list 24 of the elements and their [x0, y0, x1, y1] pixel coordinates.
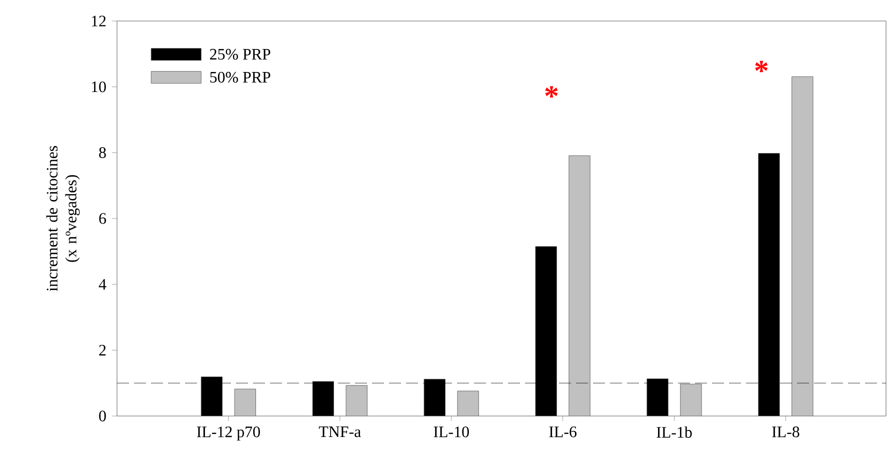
x-tick-label: TNF-a [318, 426, 361, 438]
bar [346, 385, 368, 416]
y-tick-label: 0 [99, 410, 106, 422]
x-tick-label: IL-6 [549, 426, 576, 438]
y-tick-label: 2 [99, 344, 106, 356]
y-axis-title: increment de citocines (x nºvegades) [46, 146, 80, 292]
annotation: * [755, 60, 768, 72]
y-tick-label: 8 [99, 147, 106, 158]
bar [680, 384, 702, 416]
x-tick-label: IL-1b [656, 426, 692, 438]
bar [234, 388, 256, 416]
bar [457, 390, 479, 416]
y-tick-label: 10 [92, 81, 106, 92]
bar [568, 155, 590, 416]
y-tick-label: 6 [99, 213, 106, 224]
legend-label: 25% PRP [210, 48, 270, 60]
x-tick-label: IL-10 [434, 426, 469, 438]
y-tick-label: 4 [98, 279, 106, 290]
annotation: * [545, 86, 558, 98]
x-tick-label: IL-12 p70 [196, 426, 260, 441]
y-tick-label: 12 [92, 16, 106, 26]
legend-label: 50% PRP [210, 72, 270, 83]
x-tick-label: IL-8 [772, 426, 800, 438]
bar [792, 76, 814, 416]
